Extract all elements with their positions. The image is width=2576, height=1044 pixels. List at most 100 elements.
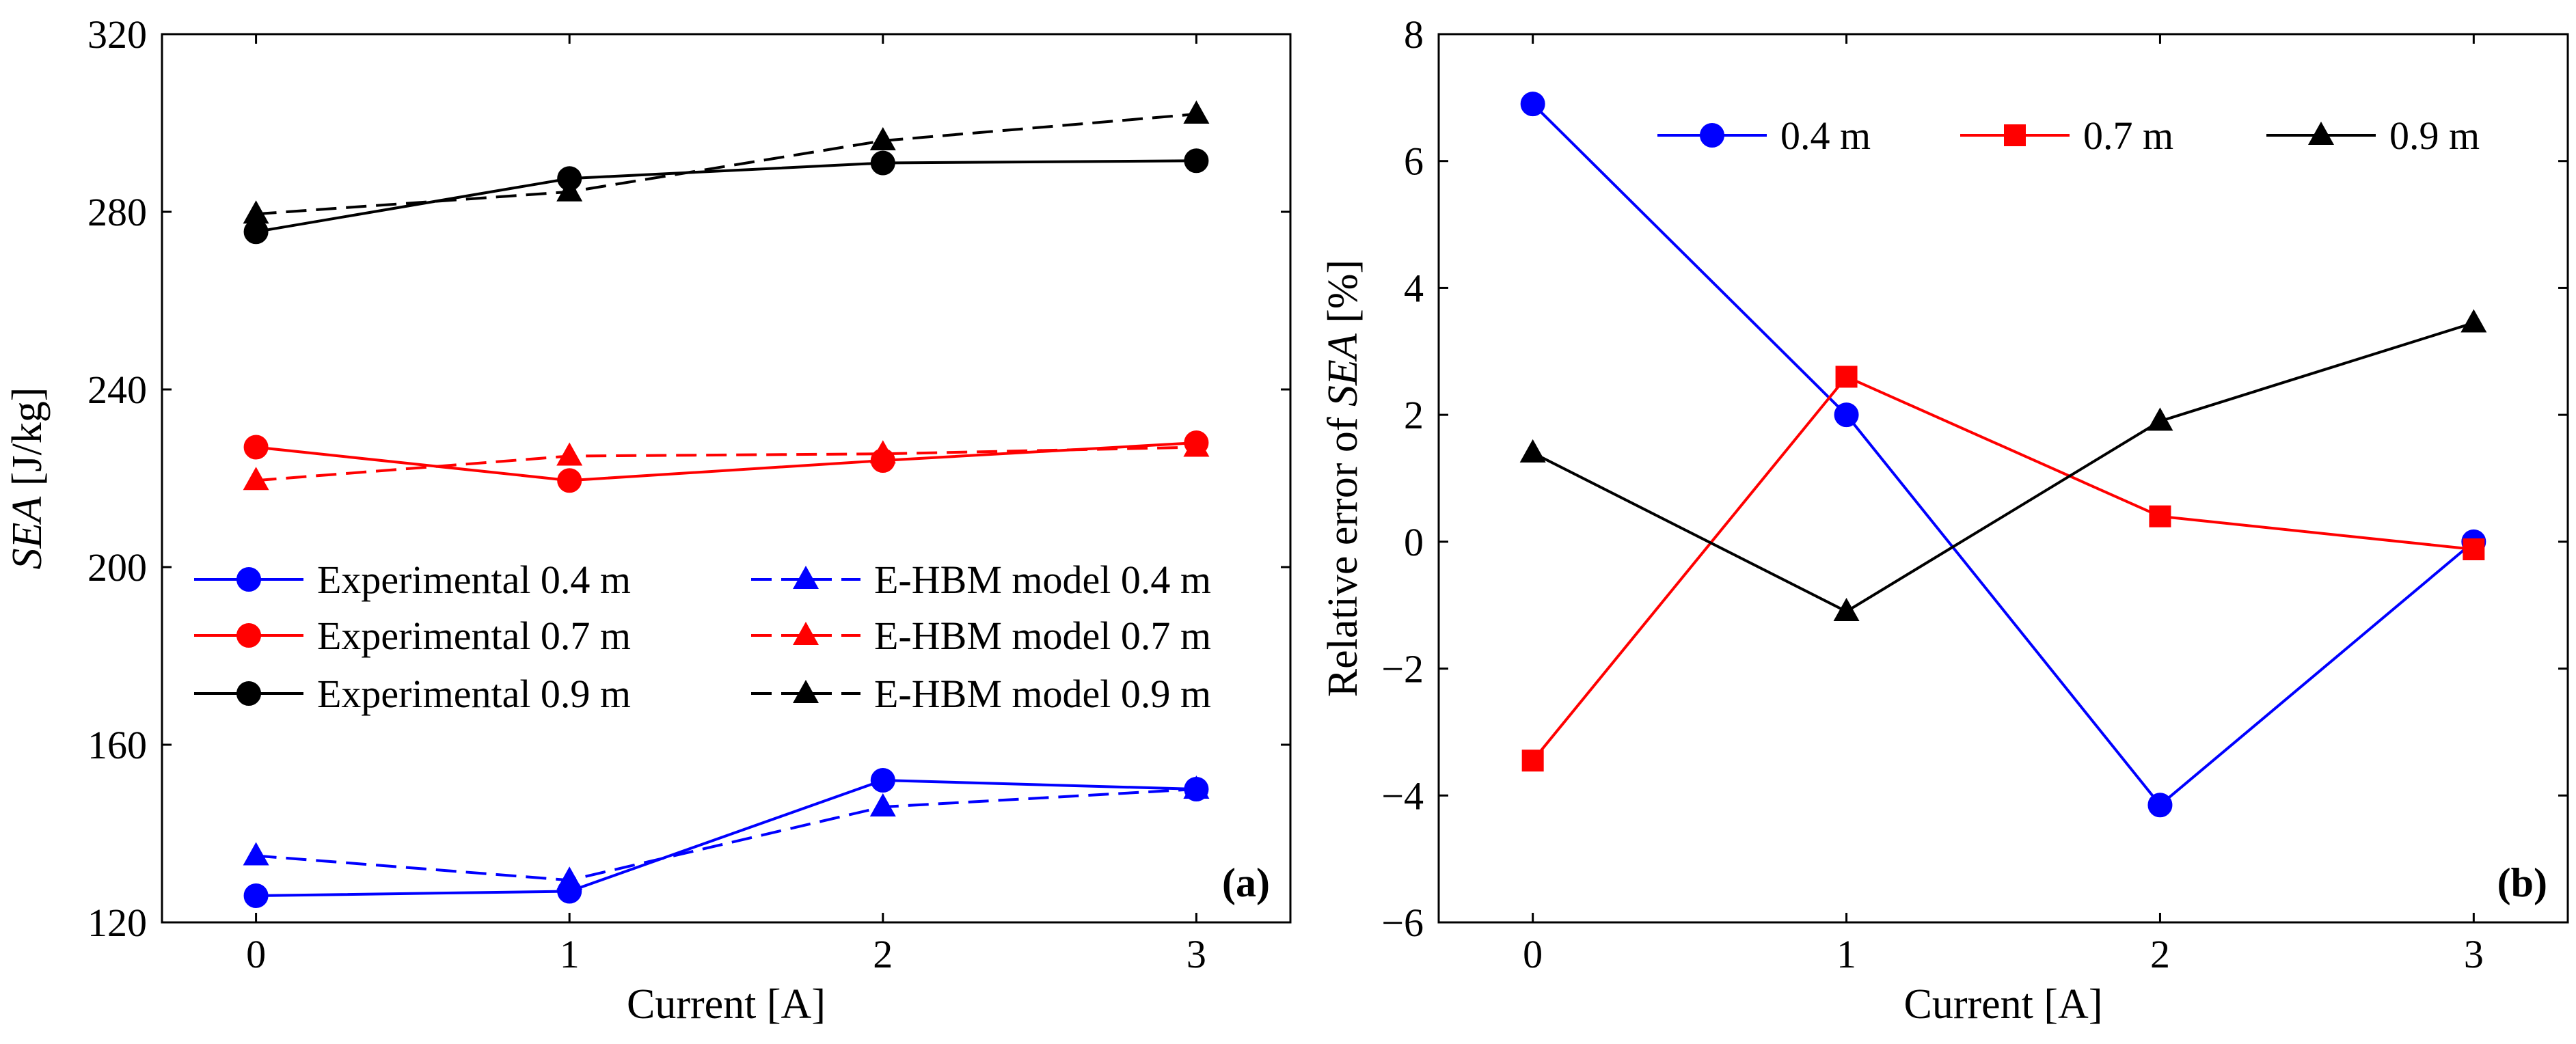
series-0-4-m — [1520, 92, 2486, 818]
x-tick-label: 3 — [1187, 932, 1206, 976]
y-axis-label: Relative error of SEA [%] — [1320, 260, 1366, 697]
data-point — [243, 219, 269, 245]
data-point — [2149, 505, 2171, 527]
legend-item: E-HBM model 0.7 m — [751, 614, 1211, 658]
y-tick-label: 200 — [87, 545, 147, 590]
legend-item: 0.7 m — [1960, 113, 2173, 158]
data-point — [243, 883, 269, 908]
legend-marker — [2004, 124, 2026, 146]
data-point — [1183, 775, 1210, 799]
y-tick-label: 8 — [1404, 12, 1424, 57]
x-tick-label: 3 — [2464, 932, 2484, 976]
legend-marker — [236, 623, 261, 648]
data-point — [1520, 92, 1545, 117]
legend-marker — [236, 681, 261, 706]
series-experimental-0-9-m — [243, 148, 1209, 245]
y-tick-label: 320 — [87, 12, 147, 57]
data-point — [1184, 148, 1209, 174]
data-point — [2460, 309, 2487, 333]
legend-label: Experimental 0.7 m — [317, 614, 631, 658]
x-tick-label: 2 — [873, 932, 893, 976]
series-line — [1532, 374, 2474, 762]
y-tick-label: 4 — [1404, 266, 1424, 310]
panel-label: (b) — [2497, 860, 2547, 905]
data-point — [556, 866, 583, 890]
legend-item: Experimental 0.4 m — [194, 558, 631, 602]
legend-label: 0.4 m — [1780, 113, 1871, 158]
plot-area-frame — [161, 33, 1292, 924]
series-line — [1532, 102, 2475, 808]
legend-label: E-HBM model 0.7 m — [874, 614, 1211, 658]
data-point — [869, 127, 896, 150]
legend-marker — [236, 567, 261, 592]
y-axis-label: SEA [J/kg] — [4, 387, 51, 570]
legend-item: E-HBM model 0.9 m — [751, 672, 1211, 716]
legend-label: E-HBM model 0.9 m — [874, 672, 1211, 716]
y-tick-label: −4 — [1381, 773, 1424, 818]
legend: 0.4 m 0.7 m 0.9 m — [1657, 113, 2480, 158]
y-axis-label-prefix: Relative error of — [1320, 407, 1366, 697]
data-point — [1183, 100, 1210, 124]
y-tick-label: 2 — [1404, 393, 1424, 437]
chart-panel-a: 0 1 2 3 120 160 200 240 280 320 Current [A] SEA [J/… — [4, 12, 1292, 1028]
panel-label: (a) — [1222, 860, 1270, 905]
data-point — [2463, 538, 2485, 560]
series-experimental-0-7-m — [243, 430, 1209, 493]
data-point — [1835, 366, 1858, 388]
y-axis-label-unit: [J/kg] — [4, 387, 51, 497]
legend-item: E-HBM model 0.4 m — [751, 558, 1211, 602]
legend-marker — [793, 566, 819, 589]
legend-label: 0.7 m — [2083, 113, 2173, 158]
legend-marker — [793, 680, 819, 703]
legend-label: 0.9 m — [2389, 113, 2480, 158]
y-tick-label: 0 — [1404, 520, 1424, 564]
series-e-hbm-model-0-9-m — [243, 100, 1210, 224]
series-e-hbm-model-0-4-m — [243, 775, 1210, 890]
data-point — [1834, 402, 1859, 428]
data-point — [1521, 750, 1544, 772]
data-point — [557, 468, 582, 493]
legend-item: Experimental 0.9 m — [194, 672, 631, 716]
legend-label: Experimental 0.9 m — [317, 672, 631, 716]
y-tick-label: −6 — [1381, 901, 1424, 945]
legend-item: Experimental 0.7 m — [194, 614, 631, 658]
legend-marker — [2308, 122, 2334, 145]
y-tick-label: 240 — [87, 368, 147, 412]
data-point — [869, 793, 896, 816]
data-point — [2147, 407, 2173, 431]
y-axis-label-symbol: SEA — [1320, 333, 1366, 407]
series-e-hbm-model-0-7-m — [243, 433, 1210, 491]
y-tick-label: 160 — [87, 723, 147, 767]
legend-label: E-HBM model 0.4 m — [874, 558, 1211, 602]
series-0-9-m — [1519, 309, 2487, 621]
legend-marker — [1700, 123, 1724, 148]
data-point — [2147, 793, 2173, 818]
series-line — [256, 159, 1197, 234]
series-experimental-0-4-m — [243, 768, 1209, 908]
series-line — [256, 778, 1197, 897]
data-point — [870, 768, 895, 793]
x-tick-label: 0 — [246, 932, 266, 976]
legend: Experimental 0.4 m E-HBM model 0.4 m Exper… — [194, 558, 1211, 716]
plot-area-frame — [1437, 33, 2569, 924]
y-tick-label: −2 — [1381, 647, 1424, 691]
series-line — [1532, 321, 2474, 614]
data-point — [243, 200, 269, 224]
y-axis-label-unit: [%] — [1320, 260, 1366, 333]
x-tick-label: 1 — [1836, 932, 1856, 976]
data-point — [556, 442, 583, 466]
x-tick-label: 1 — [560, 932, 580, 976]
series-0-7-m — [1521, 366, 2485, 772]
series-line — [256, 788, 1197, 882]
x-axis-label: Current [A] — [1904, 981, 2103, 1028]
data-point — [243, 435, 269, 460]
data-point — [243, 467, 269, 491]
legend-item: 0.9 m — [2266, 113, 2480, 158]
data-point — [1833, 598, 1860, 621]
data-point — [1183, 433, 1210, 457]
data-point — [556, 178, 583, 202]
y-tick-label: 280 — [87, 190, 147, 234]
data-point — [1519, 439, 1546, 463]
chart-panel-b: 0 1 2 3 −6 −4 −2 0 2 4 6 8 Current [A] Relative error… — [1320, 12, 2569, 1028]
